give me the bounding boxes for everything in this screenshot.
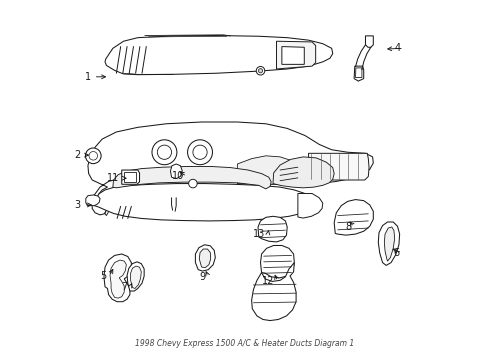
Circle shape [187,140,212,165]
Text: 11: 11 [107,173,119,183]
Circle shape [258,69,262,73]
Polygon shape [365,36,372,47]
Polygon shape [378,222,399,265]
Text: 1: 1 [84,72,91,82]
Polygon shape [104,254,131,302]
Polygon shape [281,46,304,64]
Polygon shape [297,194,322,218]
Text: 3: 3 [75,200,81,210]
Circle shape [152,140,177,165]
Text: 4: 4 [394,43,400,53]
Polygon shape [258,216,286,242]
Polygon shape [272,157,333,188]
Text: 13: 13 [252,229,264,239]
Polygon shape [195,245,215,271]
Circle shape [188,179,197,188]
Polygon shape [122,170,139,184]
Polygon shape [276,41,315,69]
Text: 7: 7 [121,283,127,292]
Polygon shape [130,266,141,288]
Text: 8: 8 [345,222,350,232]
Polygon shape [353,66,363,81]
Polygon shape [85,195,100,206]
Polygon shape [355,68,361,77]
Polygon shape [127,262,144,291]
Polygon shape [251,262,296,320]
Polygon shape [308,153,368,180]
Text: 9: 9 [199,272,205,282]
Polygon shape [88,122,372,215]
Text: 10: 10 [171,171,183,181]
Circle shape [256,67,264,75]
Polygon shape [94,184,312,221]
Polygon shape [105,189,171,216]
Polygon shape [237,156,301,184]
Text: 5: 5 [100,271,106,281]
Circle shape [85,148,101,164]
Polygon shape [170,164,182,179]
Text: 12: 12 [262,276,274,287]
Polygon shape [333,199,372,235]
Polygon shape [124,172,136,182]
Polygon shape [113,166,271,189]
Polygon shape [384,227,394,261]
Text: 1998 Chevy Express 1500 A/C & Heater Ducts Diagram 1: 1998 Chevy Express 1500 A/C & Heater Duc… [135,339,353,348]
Text: 6: 6 [392,248,399,258]
Polygon shape [199,249,210,267]
Polygon shape [110,260,126,298]
Text: 2: 2 [74,150,81,160]
Polygon shape [105,36,332,75]
Polygon shape [260,246,294,278]
